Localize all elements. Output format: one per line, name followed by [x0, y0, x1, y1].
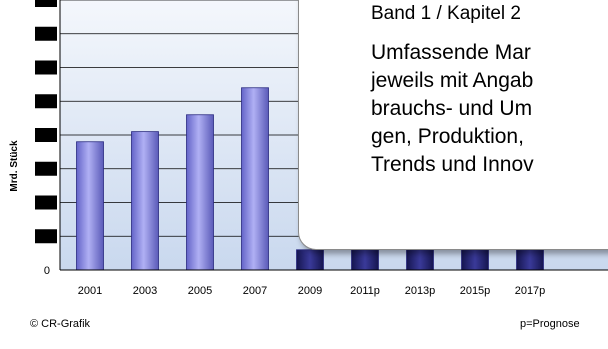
legend-squares [35, 0, 57, 244]
legend-square [35, 229, 57, 244]
bar-2009 [296, 249, 324, 271]
popup-line: gen, Produktion, [371, 125, 524, 148]
x-tick-label-2013p: 2013p [405, 285, 436, 297]
x-tick-label-2005: 2005 [188, 285, 212, 297]
prognose-note: p=Prognose [520, 318, 580, 330]
bar-2015p [461, 249, 489, 271]
bar-2011p [351, 249, 379, 271]
popup-line: Umfassende Mar [371, 41, 531, 64]
x-tick-label-2001: 2001 [78, 285, 102, 297]
x-tick-label-2003: 2003 [133, 285, 157, 297]
popup-line: brauchs- und Um [371, 97, 533, 120]
bar-2017p [516, 249, 544, 271]
x-tick-label-2007: 2007 [243, 285, 267, 297]
x-tick-label-2017p: 2017p [515, 285, 546, 297]
popup-line: Trends und Innov [371, 153, 534, 176]
x-tick-label-2015p: 2015p [460, 285, 491, 297]
x-tick-label-2009: 2009 [298, 285, 322, 297]
popup-body: Umfassende Mar jeweils mit Angab brauchs… [371, 39, 608, 179]
legend-square [35, 195, 57, 210]
bar-2013p [406, 249, 434, 271]
legend-square [35, 94, 57, 109]
y-axis-label: Mrd. Stück [9, 140, 20, 192]
bar-2005 [186, 114, 214, 271]
legend-square [35, 161, 57, 176]
popup-line: jeweils mit Angab [371, 69, 534, 92]
bar-2007 [241, 87, 269, 271]
legend-square [35, 0, 57, 7]
x-tick-labels: 2001 2003 2005 2007 2009 2011p 2013p 2015p 2017p [78, 285, 546, 297]
legend-square [35, 128, 57, 142]
bar-2003 [131, 131, 159, 271]
y-tick-label-0: 0 [44, 265, 50, 277]
popup-box: Band 1 / Kapitel 2 Umfassende Mar jeweil… [298, 0, 608, 250]
copyright-note: © CR-Grafik [30, 318, 91, 330]
x-tick-label-2011p: 2011p [350, 285, 380, 297]
popup-heading: Band 1 / Kapitel 2 [371, 3, 521, 24]
bar-2001 [76, 141, 104, 271]
legend-square [35, 60, 57, 75]
legend-square [35, 26, 57, 41]
